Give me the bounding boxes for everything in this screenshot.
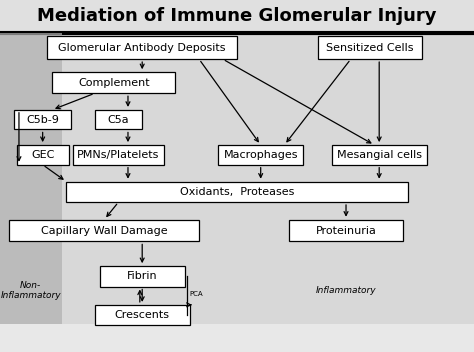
Text: PMNs/Platelets: PMNs/Platelets bbox=[77, 150, 160, 160]
FancyBboxPatch shape bbox=[52, 72, 175, 93]
FancyBboxPatch shape bbox=[218, 145, 303, 164]
Text: Crescents: Crescents bbox=[115, 310, 170, 320]
Text: GEC: GEC bbox=[31, 150, 55, 160]
Text: Mesangial cells: Mesangial cells bbox=[337, 150, 422, 160]
FancyBboxPatch shape bbox=[332, 145, 427, 164]
FancyBboxPatch shape bbox=[95, 305, 190, 325]
Text: Sensitized Cells: Sensitized Cells bbox=[326, 43, 413, 52]
FancyBboxPatch shape bbox=[100, 266, 185, 287]
Text: Oxidants,  Proteases: Oxidants, Proteases bbox=[180, 187, 294, 197]
FancyBboxPatch shape bbox=[66, 182, 408, 202]
Text: Complement: Complement bbox=[78, 78, 150, 88]
Text: PCA: PCA bbox=[190, 291, 203, 297]
Text: Capillary Wall Damage: Capillary Wall Damage bbox=[41, 226, 168, 235]
Text: Inflammatory: Inflammatory bbox=[316, 286, 376, 295]
FancyBboxPatch shape bbox=[0, 33, 62, 324]
FancyBboxPatch shape bbox=[318, 36, 422, 59]
FancyBboxPatch shape bbox=[95, 110, 142, 129]
Text: C5b-9: C5b-9 bbox=[26, 115, 59, 125]
FancyBboxPatch shape bbox=[289, 220, 403, 241]
FancyBboxPatch shape bbox=[73, 145, 164, 164]
FancyBboxPatch shape bbox=[9, 220, 199, 241]
FancyBboxPatch shape bbox=[0, 0, 474, 30]
FancyBboxPatch shape bbox=[47, 36, 237, 59]
FancyBboxPatch shape bbox=[14, 110, 71, 129]
Text: Proteinuria: Proteinuria bbox=[316, 226, 376, 235]
Text: Fibrin: Fibrin bbox=[127, 271, 157, 281]
Text: Non-
Inflammatory: Non- Inflammatory bbox=[0, 281, 61, 300]
Text: Macrophages: Macrophages bbox=[223, 150, 298, 160]
FancyBboxPatch shape bbox=[0, 33, 474, 324]
FancyBboxPatch shape bbox=[17, 145, 69, 164]
Text: Mediation of Immune Glomerular Injury: Mediation of Immune Glomerular Injury bbox=[37, 7, 437, 25]
Text: Glomerular Antibody Deposits: Glomerular Antibody Deposits bbox=[58, 43, 226, 52]
Text: C5a: C5a bbox=[108, 115, 129, 125]
